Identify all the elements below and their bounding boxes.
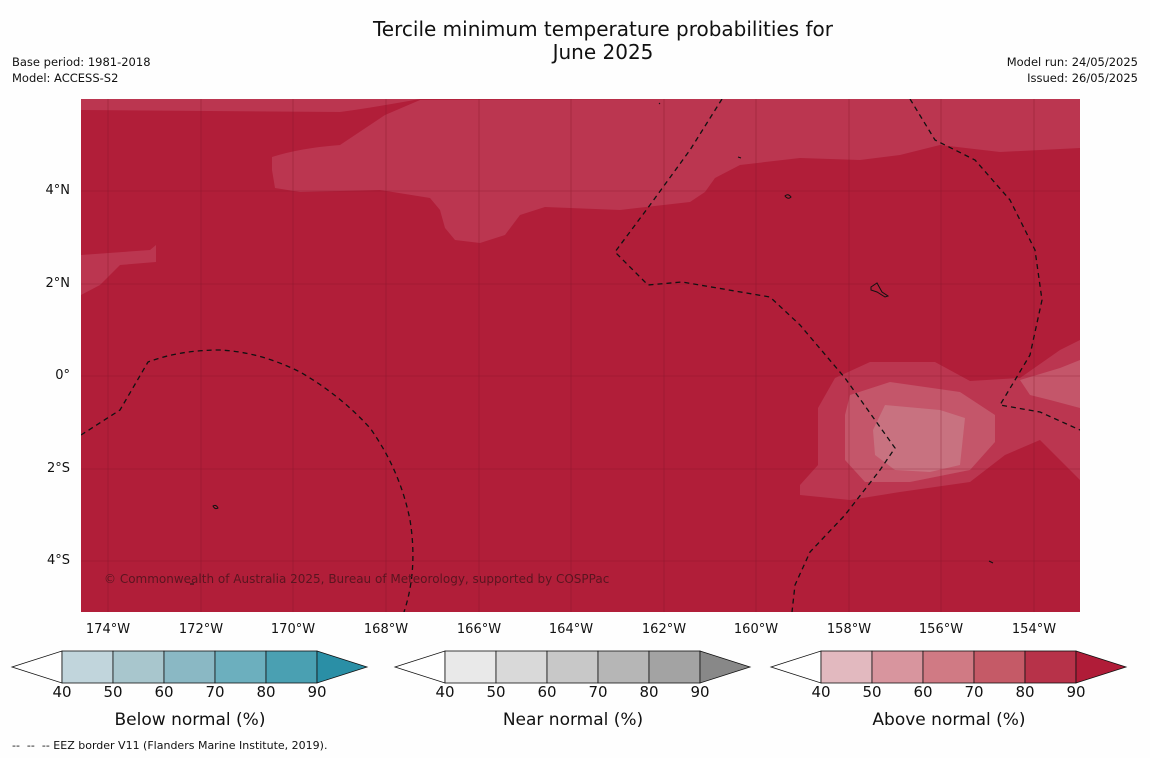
lat-label-0: 0° [55, 368, 70, 383]
colorbar-above-label: Above normal (%) [872, 710, 1026, 730]
title-line-2: June 2025 [552, 40, 654, 64]
lon-label-166w: 166°W [456, 622, 502, 637]
colorbar-near-tick-60: 60 [537, 683, 557, 701]
lon-label-154w: 154°W [1011, 622, 1057, 637]
lon-label-172w: 172°W [178, 622, 224, 637]
colorbar-below-label: Below normal (%) [114, 710, 266, 730]
colorbar-below-tick-80: 80 [256, 683, 276, 701]
island-central [870, 282, 890, 298]
gridlines [81, 99, 1080, 612]
west-probability-patch [81, 245, 156, 295]
colorbar-above-segment-1 [820, 650, 873, 684]
lon-label-158w: 158°W [826, 622, 872, 637]
issued-text: Issued: 26/05/2025 [1027, 71, 1138, 85]
lon-label-170w: 170°W [270, 622, 316, 637]
islands [190, 102, 994, 585]
colorbar-below-segment-1 [61, 650, 114, 684]
colorbar-above-tick-50: 50 [862, 683, 882, 701]
colorbar-below-segment-4 [214, 650, 267, 684]
colorbar-below-upper-extension [316, 650, 369, 684]
colorbar-below-tick-60: 60 [154, 683, 174, 701]
southeast-core [873, 405, 965, 472]
colorbar-below-lower-extension [10, 650, 63, 684]
eez-legend-footer: -- -- -- EEZ border V11 (Flanders Marine… [12, 739, 328, 752]
title-line-1: Tercile minimum temperature probabilitie… [372, 17, 834, 41]
colorbar-near-upper-extension [699, 650, 752, 684]
colorbar-below-segment-5 [265, 650, 318, 684]
island-west [212, 504, 219, 510]
eez-border-east [909, 99, 1080, 431]
island-small-4 [658, 102, 661, 105]
colorbar-above-tick-70: 70 [964, 683, 984, 701]
map-fill-layers [81, 99, 1080, 612]
colorbar-below-tick-90: 90 [307, 683, 327, 701]
colorbar-near-label: Near normal (%) [502, 710, 644, 730]
colorbar-above-tick-60: 60 [913, 683, 933, 701]
colorbar-above-tick-40: 40 [811, 683, 831, 701]
lon-label-156w: 156°W [918, 622, 964, 637]
colorbar-near-tick-40: 40 [435, 683, 455, 701]
colorbar-below-tick-70: 70 [205, 683, 225, 701]
lat-label-4s: 4°S [46, 553, 70, 568]
colorbar-near-lower-extension [393, 650, 446, 684]
lon-label-162w: 162°W [641, 622, 687, 637]
colorbar-above-segment-3 [922, 650, 975, 684]
colorbar-near-normal [393, 650, 752, 684]
colorbar-below-tick-50: 50 [103, 683, 123, 701]
colorbar-near-tick-50: 50 [486, 683, 506, 701]
island-north [784, 194, 792, 199]
colorbar-above-lower-extension [769, 650, 822, 684]
east-edge-band [1020, 360, 1080, 408]
lon-label-164w: 164°W [548, 622, 594, 637]
colorbar-below-segment-3 [163, 650, 216, 684]
model-text: Model: ACCESS-S2 [12, 71, 119, 85]
colorbar-near-segment-4 [597, 650, 650, 684]
lat-label-2s: 2°S [46, 461, 70, 476]
colorbar-near-tick-90: 90 [690, 683, 710, 701]
lon-label-174w: 174°W [85, 622, 131, 637]
copyright-text: © Commonwealth of Australia 2025, Bureau… [104, 572, 610, 586]
lat-label-4n: 4°N [45, 183, 71, 198]
island-small-2 [988, 560, 994, 564]
upper-probability-band [81, 99, 420, 112]
colorbar-near-tick-70: 70 [588, 683, 608, 701]
colorbar-above-upper-extension [1075, 650, 1128, 684]
colorbar-near-segment-2 [495, 650, 548, 684]
colorbar-below-tick-40: 40 [52, 683, 72, 701]
colorbar-above-segment-4 [973, 650, 1026, 684]
island-small-3 [737, 156, 742, 159]
colorbar-near-segment-3 [546, 650, 599, 684]
lon-label-160w: 160°W [733, 622, 779, 637]
base-period-text: Base period: 1981-2018 [12, 55, 151, 69]
eez-border-north [614, 99, 896, 612]
colorbar-above-segment-5 [1024, 650, 1077, 684]
model-run-text: Model run: 24/05/2025 [1006, 55, 1138, 69]
lat-label-2n: 2°N [45, 276, 71, 291]
colorbar-above-tick-90: 90 [1066, 683, 1086, 701]
metadata-left: Base period: 1981-2018 Model: ACCESS-S2 [12, 54, 151, 86]
colorbar-above-tick-80: 80 [1015, 683, 1035, 701]
north-probability-band [272, 99, 1080, 243]
colorbar-below-segment-2 [112, 650, 165, 684]
colorbar-above-normal [769, 650, 1128, 684]
colorbar-near-segment-5 [648, 650, 701, 684]
colorbar-near-tick-80: 80 [639, 683, 659, 701]
metadata-right: Model run: 24/05/2025 Issued: 26/05/2025 [1007, 54, 1138, 86]
map-title: Tercile minimum temperature probabilitie… [0, 18, 1150, 64]
eez-borders [81, 99, 1080, 612]
colorbar-below-normal [10, 650, 369, 684]
colorbar-above-segment-2 [871, 650, 924, 684]
colorbar-near-segment-1 [444, 650, 497, 684]
lon-label-168w: 168°W [363, 622, 409, 637]
